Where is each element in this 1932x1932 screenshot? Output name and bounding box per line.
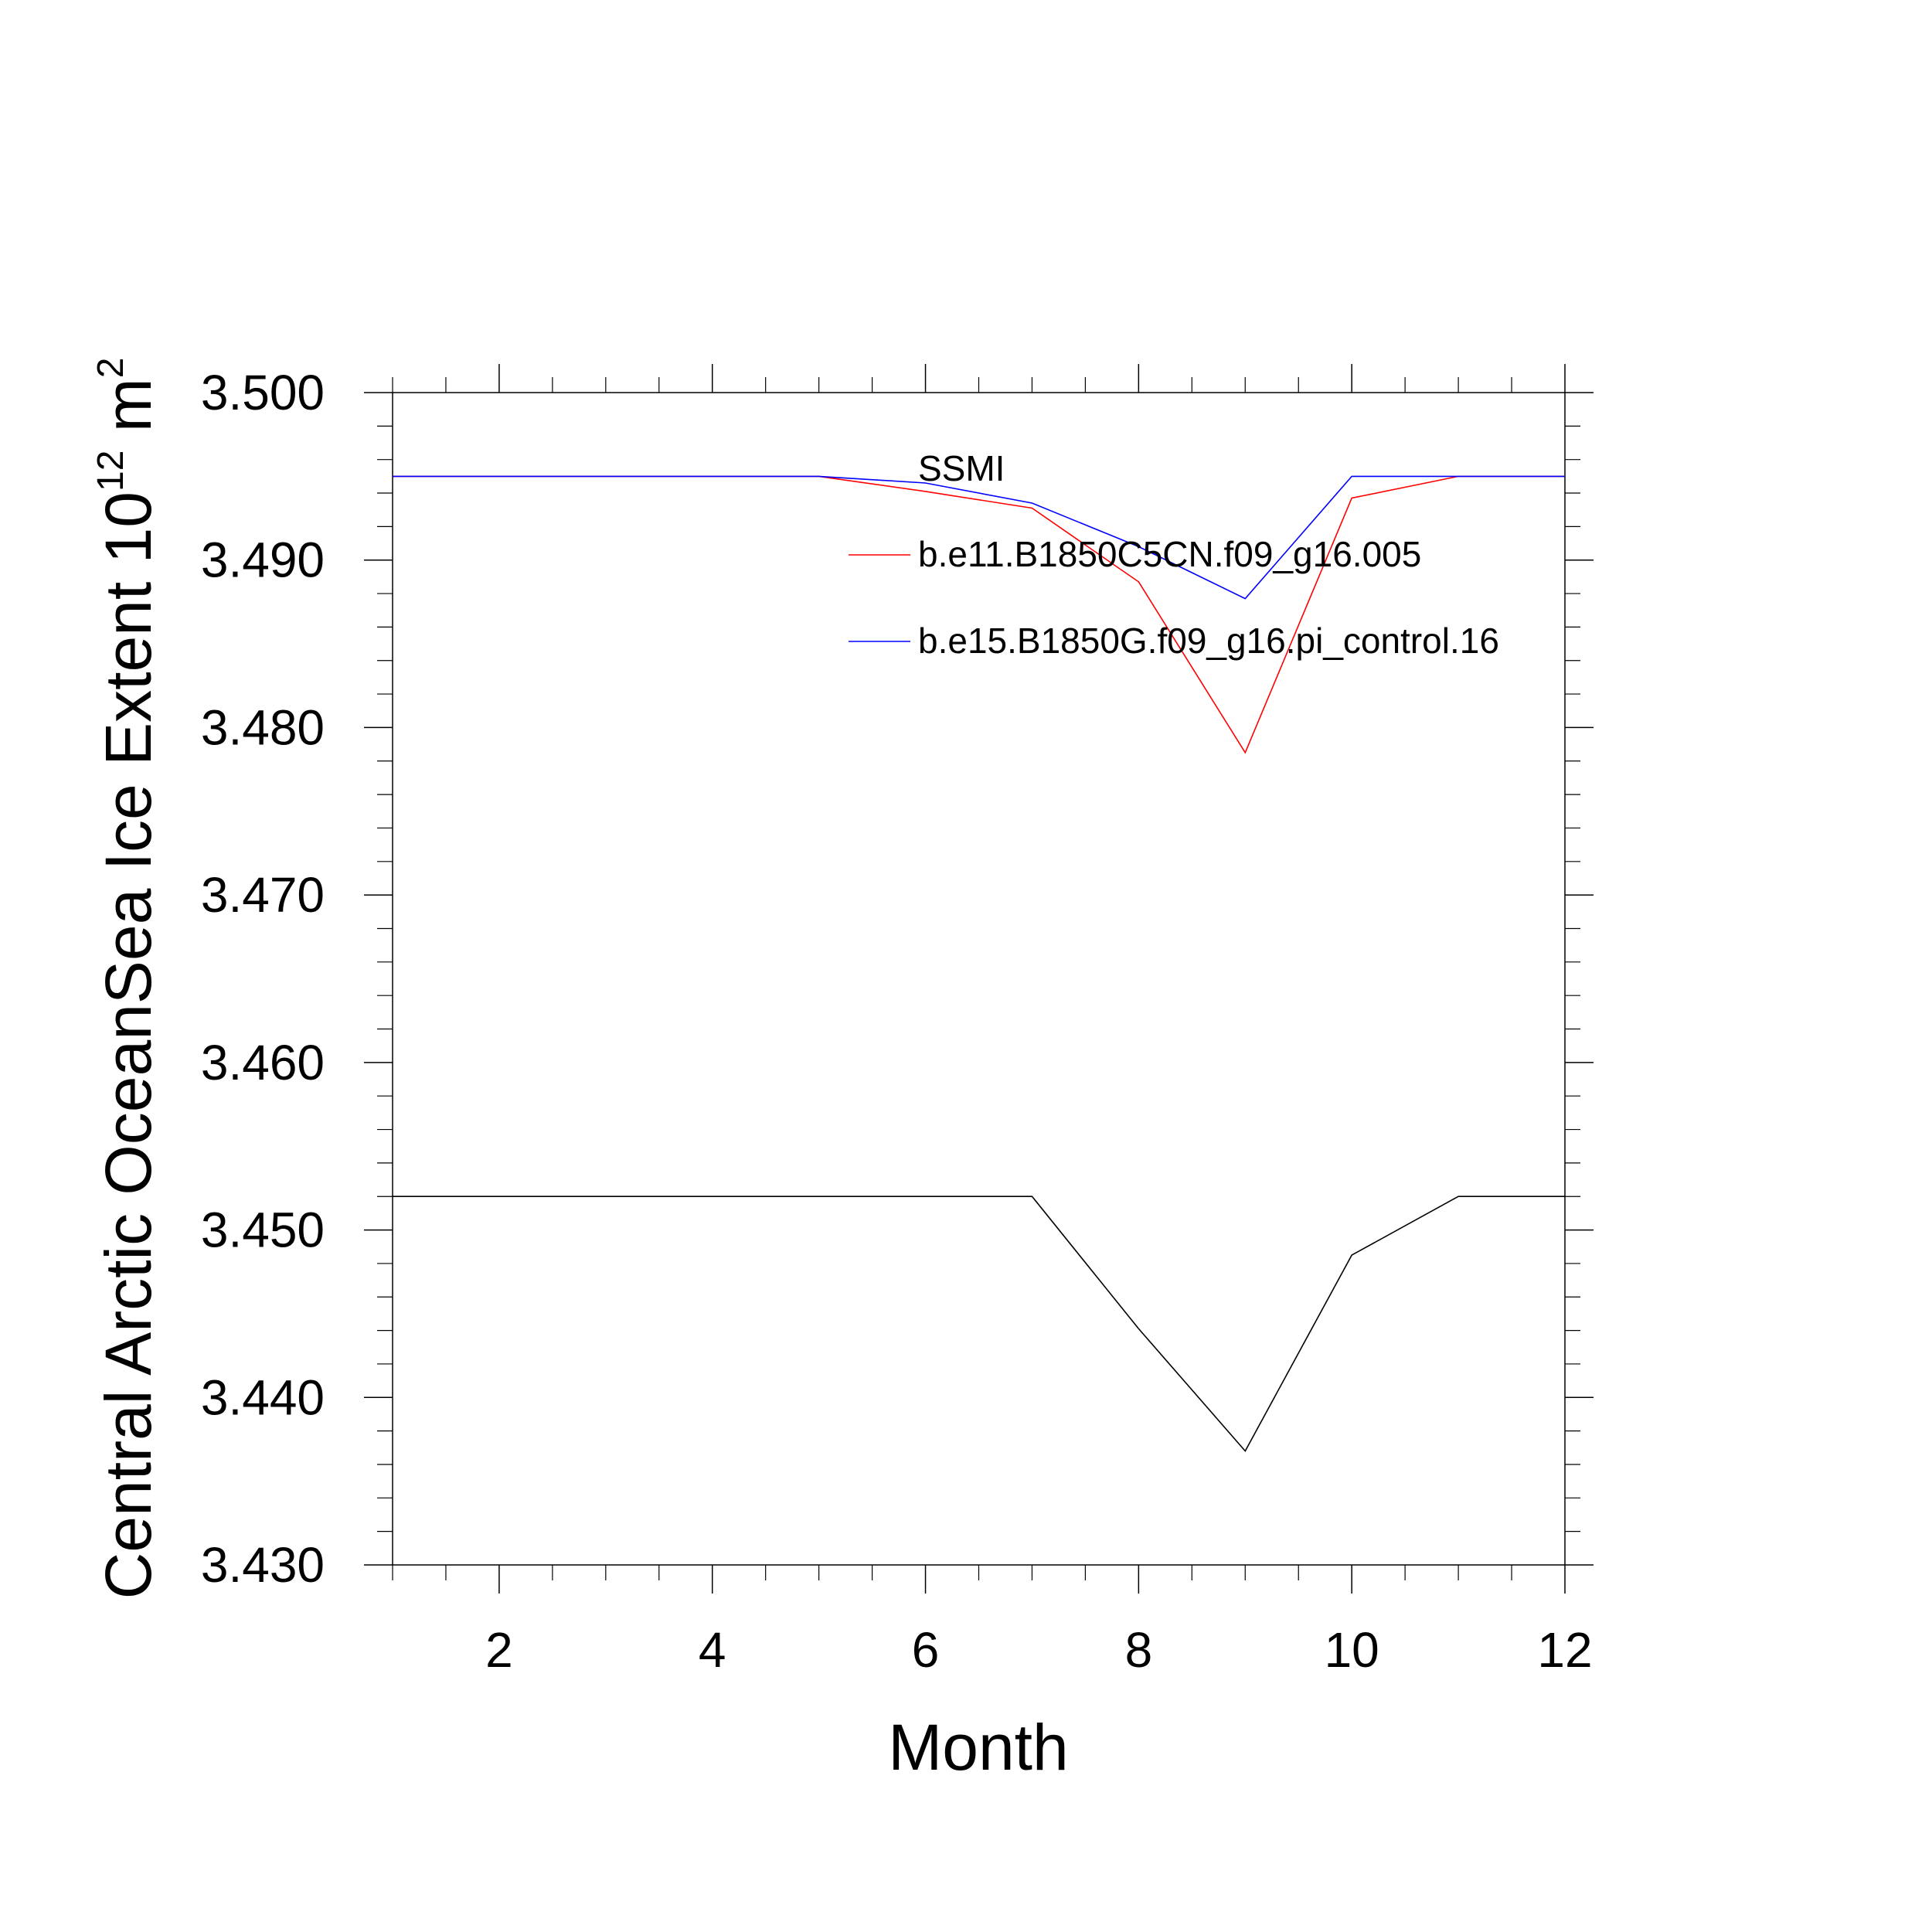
y-tick-label: 3.480 <box>201 699 325 755</box>
legend: SSMI b.e11.B1850C5CN.f09_g16.005 b.e15.B18… <box>849 448 1499 661</box>
y-tick-label: 3.440 <box>201 1369 325 1425</box>
series-lines <box>393 475 1565 1452</box>
y-axis-title-unit: m <box>92 378 165 450</box>
legend-label-2: b.e11.B1850C5CN.f09_g16.005 <box>918 534 1421 574</box>
y-axis-title-exponent: 12 <box>90 451 131 492</box>
x-axis-title: Month <box>888 1711 1068 1784</box>
minor-ticks <box>377 377 1580 1580</box>
series-line-3 <box>393 475 1565 600</box>
y-tick-label: 3.470 <box>201 867 325 923</box>
x-tick-label: 8 <box>1125 1622 1153 1678</box>
y-tick-label: 3.450 <box>201 1202 325 1258</box>
series-line-2 <box>393 475 1565 754</box>
legend-label-1: SSMI <box>918 448 1005 488</box>
y-axis-title: Central Arctic OceanSea Ice Extent 1012 … <box>90 358 165 1600</box>
y-tick-label: 3.500 <box>201 365 325 420</box>
y-tick-label: 3.490 <box>201 532 325 588</box>
x-tick-label: 4 <box>699 1622 726 1678</box>
y-axis-title-unit-exponent: 2 <box>90 358 131 379</box>
x-tick-label: 12 <box>1537 1622 1592 1678</box>
x-tick-label: 6 <box>912 1622 940 1678</box>
y-axis-title-prefix: Central Arctic OceanSea Ice Extent 10 <box>92 492 165 1599</box>
x-tick-label: 10 <box>1325 1622 1379 1678</box>
x-tick-label: 2 <box>485 1622 513 1678</box>
series-line-1 <box>393 1196 1565 1452</box>
y-tick-label: 3.430 <box>201 1537 325 1593</box>
y-tick-labels: 3.430 3.440 3.450 3.460 3.470 3.480 3.490 3.500 <box>201 365 325 1593</box>
x-tick-labels: 2 4 6 8 10 12 <box>485 1622 1592 1678</box>
major-ticks <box>364 364 1594 1594</box>
y-tick-label: 3.460 <box>201 1035 325 1090</box>
legend-label-3: b.e15.B1850G.f09_g16.pi_control.16 <box>918 621 1499 661</box>
